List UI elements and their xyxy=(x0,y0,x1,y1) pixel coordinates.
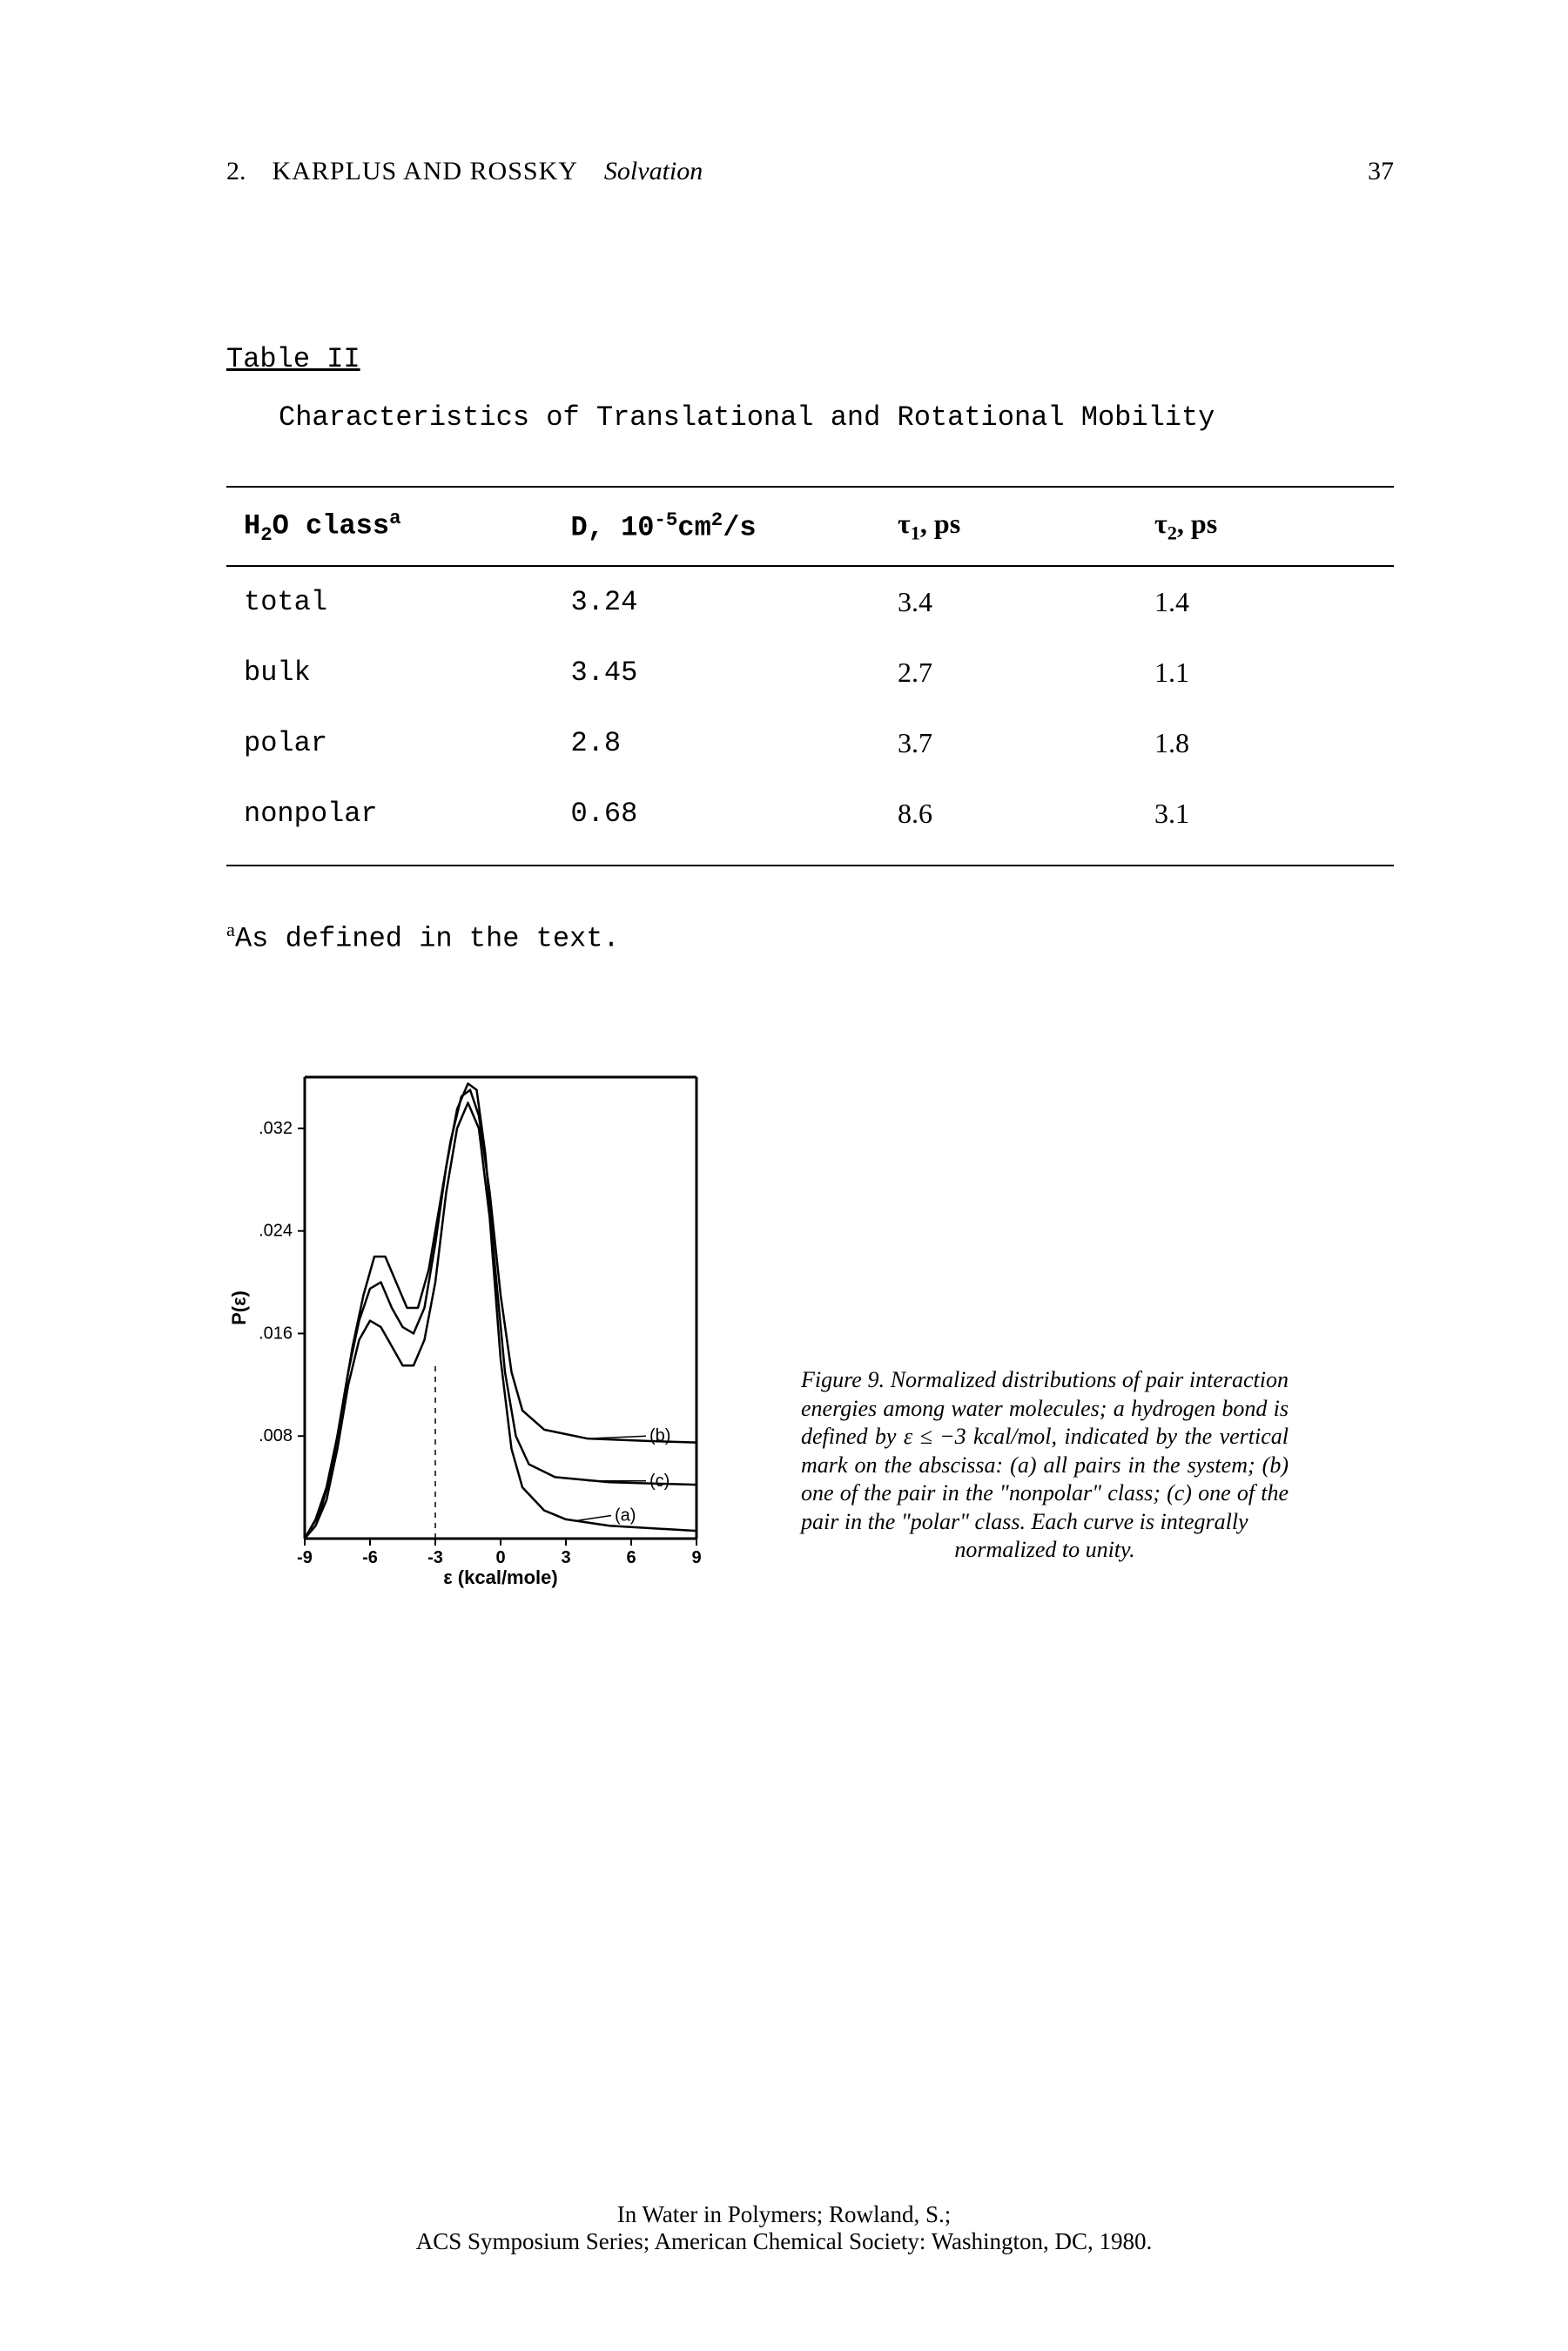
table-header-row: H2O classa D, 10-5cm2/s τ1, ps τ2, ps xyxy=(226,487,1394,566)
cell-t1: 3.4 xyxy=(880,566,1137,637)
caption-last-line: normalized to unity. xyxy=(801,1536,1289,1565)
table-row: total 3.24 3.4 1.4 xyxy=(226,566,1394,637)
svg-text:.016: .016 xyxy=(259,1324,293,1343)
mobility-table: H2O classa D, 10-5cm2/s τ1, ps τ2, ps to… xyxy=(226,486,1394,866)
svg-text:-9: -9 xyxy=(297,1548,313,1567)
svg-text:(a): (a) xyxy=(615,1506,636,1525)
cell-d: 3.45 xyxy=(553,637,879,708)
cell-class: total xyxy=(226,566,553,637)
cell-d: 0.68 xyxy=(553,778,879,866)
col-header-t2: τ2, ps xyxy=(1137,487,1394,566)
svg-text:9: 9 xyxy=(691,1548,701,1567)
svg-text:(b): (b) xyxy=(649,1426,670,1445)
cell-t2: 3.1 xyxy=(1137,778,1394,866)
figure-block: .008 .016 .024 .032 -9 -6 -3 0 3 6 9 ε (kcal/mole) P… xyxy=(226,1060,1394,1600)
cell-t1: 8.6 xyxy=(880,778,1137,866)
svg-text:P(ε): P(ε) xyxy=(228,1290,250,1325)
svg-text:ε (kcal/mole): ε (kcal/mole) xyxy=(443,1566,557,1588)
figure-caption: Figure 9. Normalized distributions of pa… xyxy=(801,1366,1289,1600)
header-left: 2. KARPLUS AND ROSSKY Solvation xyxy=(226,157,703,186)
table-footnote: aAs defined in the text. xyxy=(226,919,1394,955)
cell-d: 3.24 xyxy=(553,566,879,637)
col-header-t1: τ1, ps xyxy=(880,487,1137,566)
cell-t1: 3.7 xyxy=(880,708,1137,778)
svg-text:6: 6 xyxy=(626,1548,636,1567)
authors: KARPLUS AND ROSSKY xyxy=(273,157,578,186)
svg-text:3: 3 xyxy=(561,1548,570,1567)
svg-text:.008: .008 xyxy=(259,1426,293,1445)
table-body: total 3.24 3.4 1.4 bulk 3.45 2.7 1.1 pol… xyxy=(226,566,1394,866)
cell-t1: 2.7 xyxy=(880,637,1137,708)
col-header-class: H2O classa xyxy=(226,487,553,566)
caption-body: Figure 9. Normalized distributions of pa… xyxy=(801,1367,1289,1534)
col-header-d: D, 10-5cm2/s xyxy=(553,487,879,566)
section-title: Solvation xyxy=(604,157,703,186)
table-row: nonpolar 0.68 8.6 3.1 xyxy=(226,778,1394,866)
svg-text:0: 0 xyxy=(495,1548,505,1567)
cell-t2: 1.4 xyxy=(1137,566,1394,637)
svg-text:-6: -6 xyxy=(362,1548,378,1567)
chapter-number: 2. xyxy=(226,157,246,186)
page-footer: In Water in Polymers; Rowland, S.; ACS S… xyxy=(0,2201,1568,2255)
figure-9-chart: .008 .016 .024 .032 -9 -6 -3 0 3 6 9 ε (kcal/mole) P… xyxy=(226,1060,714,1600)
cell-t2: 1.1 xyxy=(1137,637,1394,708)
footer-line-2: ACS Symposium Series; American Chemical … xyxy=(0,2228,1568,2255)
table-label: Table II xyxy=(226,343,1394,375)
cell-t2: 1.8 xyxy=(1137,708,1394,778)
cell-class: polar xyxy=(226,708,553,778)
page-number: 37 xyxy=(1368,157,1394,186)
table-title: Characteristics of Translational and Rot… xyxy=(279,401,1394,434)
chart-svg: .008 .016 .024 .032 -9 -6 -3 0 3 6 9 ε (kcal/mole) P… xyxy=(226,1060,714,1600)
table-row: polar 2.8 3.7 1.8 xyxy=(226,708,1394,778)
running-header: 2. KARPLUS AND ROSSKY Solvation 37 xyxy=(226,157,1394,186)
svg-text:.024: .024 xyxy=(259,1221,293,1240)
cell-d: 2.8 xyxy=(553,708,879,778)
page: 2. KARPLUS AND ROSSKY Solvation 37 Table… xyxy=(0,0,1568,2351)
cell-class: nonpolar xyxy=(226,778,553,866)
svg-text:-3: -3 xyxy=(427,1548,443,1567)
table-row: bulk 3.45 2.7 1.1 xyxy=(226,637,1394,708)
cell-class: bulk xyxy=(226,637,553,708)
svg-text:.032: .032 xyxy=(259,1119,293,1138)
svg-text:(c): (c) xyxy=(649,1471,670,1490)
footer-line-1: In Water in Polymers; Rowland, S.; xyxy=(0,2201,1568,2228)
